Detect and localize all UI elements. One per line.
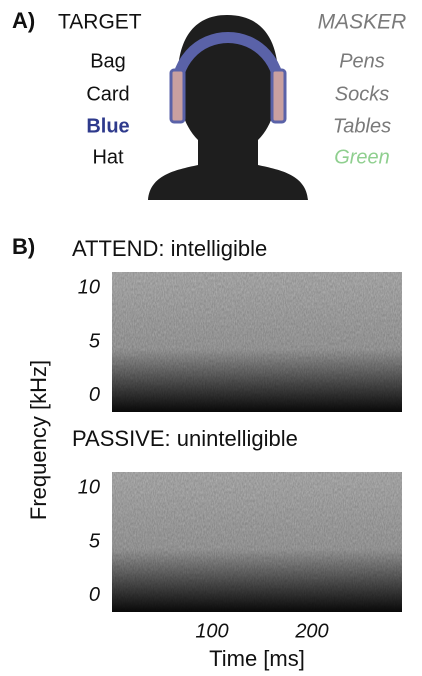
chart-title: PASSIVE: unintelligible bbox=[72, 426, 298, 451]
y-tick-label: 10 bbox=[78, 276, 100, 298]
target-word: Hat bbox=[92, 146, 124, 168]
x-tick-label: 100 bbox=[195, 620, 228, 642]
spectrogram-shade bbox=[112, 472, 402, 612]
masker-word: Tables bbox=[333, 115, 391, 137]
panel-label: A) bbox=[12, 8, 35, 33]
target-word: Card bbox=[86, 83, 129, 105]
y-tick-label: 5 bbox=[89, 530, 101, 552]
masker-word: Socks bbox=[335, 83, 389, 105]
y-tick-label: 5 bbox=[89, 330, 101, 352]
masker-word: Green bbox=[334, 146, 390, 168]
x-tick-label: 200 bbox=[294, 620, 328, 642]
masker-title: MASKER bbox=[318, 11, 407, 34]
masker-word: Pens bbox=[339, 50, 385, 72]
target-title: TARGET bbox=[58, 11, 142, 34]
spectrogram-shade bbox=[112, 272, 402, 412]
y-axis-label: Frequency [kHz] bbox=[26, 360, 51, 520]
headphone-cup bbox=[171, 70, 184, 122]
y-tick-label: 0 bbox=[89, 384, 100, 406]
figure: A) TARGET MASKER Bag Card Blue Hat Pens … bbox=[0, 0, 422, 676]
y-tick-label: 0 bbox=[89, 584, 100, 606]
x-axis-label: Time [ms] bbox=[209, 646, 305, 671]
y-tick-label: 10 bbox=[78, 476, 100, 498]
panel-label: B) bbox=[12, 234, 35, 259]
target-word: Bag bbox=[90, 50, 126, 72]
headphone-cup bbox=[272, 70, 285, 122]
target-word: Blue bbox=[86, 115, 129, 137]
chart-title: ATTEND: intelligible bbox=[72, 236, 267, 261]
